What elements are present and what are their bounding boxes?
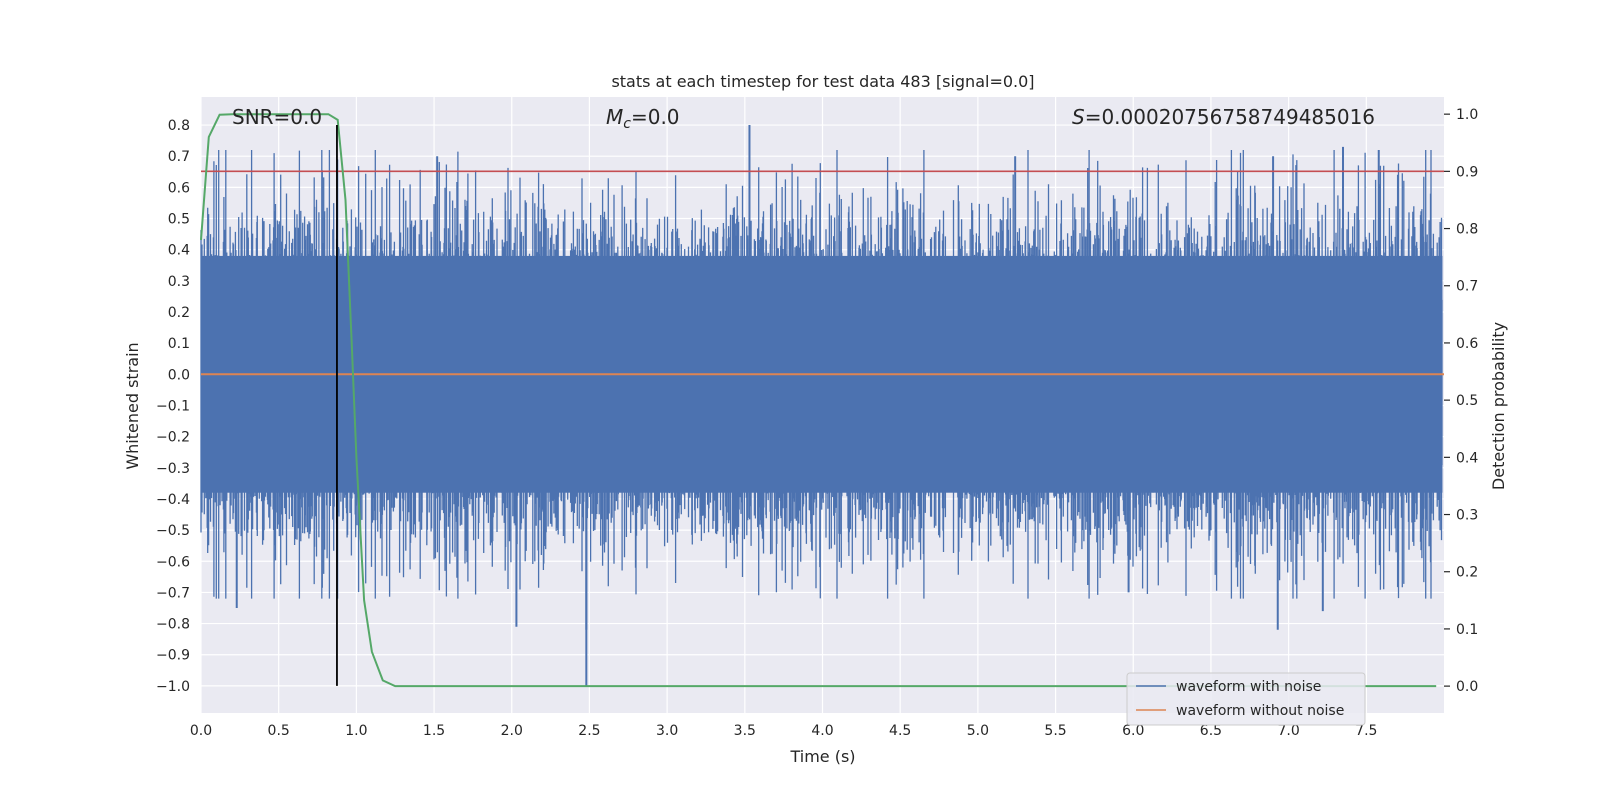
series-detection-probability: [200, 113, 1437, 688]
y-left-tick-label-3: 0.5: [168, 212, 190, 228]
x-tick-label-5: 2.5: [578, 723, 600, 739]
legend: waveform with noise waveform without noi…: [1126, 672, 1366, 726]
legend-label-noise: waveform with noise: [1176, 679, 1321, 695]
y-right-tick-label-3: 0.7: [1456, 279, 1478, 295]
x-axis-label: Time (s): [789, 747, 855, 766]
chart-title: stats at each timestep for test data 483…: [611, 72, 1034, 91]
x-tick-label-1: 0.5: [268, 723, 290, 739]
y-left-tick-label-5: 0.3: [168, 274, 190, 290]
y-left-tick-label-10: −0.2: [156, 430, 190, 446]
x-tick-label-0: 0.0: [190, 723, 212, 739]
y-left-tick-label-13: −0.5: [156, 523, 190, 539]
y-left-tick-label-8: 0.0: [168, 367, 190, 383]
y-right-tick-label-4: 0.6: [1456, 336, 1478, 352]
y-left-tick-label-9: −0.1: [156, 398, 190, 414]
y-right-tick-label-0: 1.0: [1456, 107, 1478, 123]
x-tick-label-9: 4.5: [889, 723, 911, 739]
x-tick-label-15: 7.5: [1355, 723, 1377, 739]
y-right-axis-ticks: 1.0 0.9 0.8 0.7 0.6 0.5 0.4 0.3 0.2 0.1 0.0: [1444, 107, 1478, 695]
y-left-tick-label-16: −0.8: [156, 617, 190, 633]
s-annotation: S=0.00020756758749485016: [1072, 105, 1375, 129]
x-tick-label-3: 1.5: [423, 723, 445, 739]
y-left-tick-label-4: 0.4: [168, 243, 190, 259]
legend-label-clean: waveform without noise: [1176, 703, 1344, 719]
y-left-tick-label-6: 0.2: [168, 305, 190, 321]
x-tick-label-2: 1.0: [345, 723, 367, 739]
y-right-tick-label-8: 0.2: [1456, 565, 1478, 581]
x-tick-label-4: 2.0: [501, 723, 523, 739]
y-left-tick-label-17: −0.9: [156, 648, 190, 664]
x-tick-label-11: 5.5: [1044, 723, 1066, 739]
x-tick-label-8: 4.0: [811, 723, 833, 739]
s-value: =0.00020756758749485016: [1085, 105, 1375, 129]
snr-annotation: SNR=0.0: [232, 105, 322, 129]
s-symbol: S: [1072, 105, 1085, 129]
y-left-tick-label-12: −0.4: [156, 492, 190, 508]
detection-probability-line: [200, 113, 1437, 688]
mc-symbol: M: [606, 105, 623, 129]
y-left-axis-label: Whitened strain: [123, 342, 142, 469]
y-right-tick-label-10: 0.0: [1456, 679, 1478, 695]
y-left-tick-label-1: 0.7: [168, 149, 190, 165]
y-right-tick-label-1: 0.9: [1456, 164, 1478, 180]
y-right-tick-label-7: 0.3: [1456, 508, 1478, 524]
y-right-tick-label-2: 0.8: [1456, 222, 1478, 238]
y-left-tick-label-14: −0.6: [156, 554, 190, 570]
x-tick-label-7: 3.5: [734, 723, 756, 739]
x-tick-label-12: 6.0: [1122, 723, 1144, 739]
y-left-tick-label-11: −0.3: [156, 461, 190, 477]
y-left-axis-ticks: 0.8 0.7 0.6 0.5 0.4 0.3 0.2 0.1 0.0 −0.1 −0.2 −0.3 −…: [156, 118, 190, 695]
y-left-tick-label-2: 0.6: [168, 180, 190, 196]
y-left-tick-label-15: −0.7: [156, 585, 190, 601]
mc-annotation: Mc=0.0: [606, 105, 680, 132]
mc-subscript: c: [623, 116, 631, 132]
y-right-tick-label-9: 0.1: [1456, 622, 1478, 638]
y-right-axis-label: Detection probability: [1489, 322, 1508, 490]
y-right-tick-label-5: 0.5: [1456, 393, 1478, 409]
y-left-tick-label-7: 0.1: [168, 336, 190, 352]
x-tick-label-13: 6.5: [1200, 723, 1222, 739]
x-tick-label-10: 5.0: [967, 723, 989, 739]
y-right-tick-label-6: 0.4: [1456, 450, 1478, 466]
mc-value: =0.0: [631, 105, 680, 129]
y-left-tick-label-18: −1.0: [156, 679, 190, 695]
legend-box: [1126, 672, 1366, 726]
x-tick-label-14: 7.0: [1277, 723, 1299, 739]
x-axis-ticks: 0.0 0.5 1.0 1.5 2.0 2.5 3.0 3.5 4.0 4.5 5.0 5.5 6.0 6…: [190, 723, 1378, 739]
x-tick-label-6: 3.0: [656, 723, 678, 739]
y-left-tick-label-0: 0.8: [168, 118, 190, 134]
